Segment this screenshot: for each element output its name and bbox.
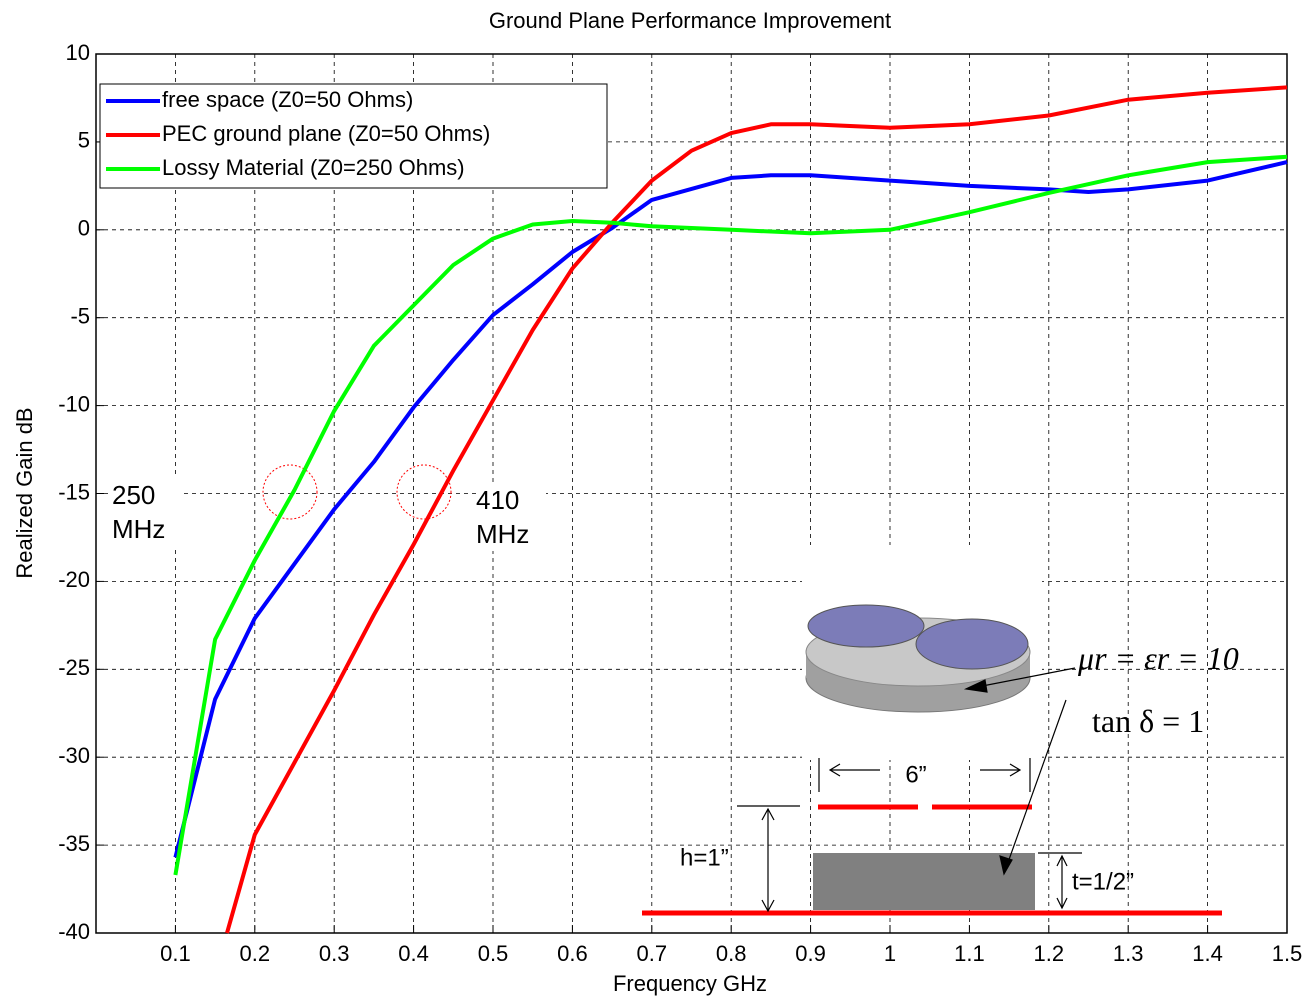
legend: free space (Z0=50 Ohms) PEC ground plane … [99,83,608,189]
x-tick-label: 0.5 [478,941,509,966]
series-line [173,154,1288,876]
chart-title: Ground Plane Performance Improvement [489,8,891,33]
patch [807,604,925,648]
y-tick-label: 10 [66,40,90,65]
legend-label: free space (Z0=50 Ohms) [162,87,413,112]
y-tick-label: -30 [58,743,90,768]
marker-circle [262,464,318,520]
legend-label: PEC ground plane (Z0=50 Ohms) [162,121,490,146]
x-tick-label: 0.3 [319,941,350,966]
x-tick-label: 1.4 [1192,941,1223,966]
annotation: h=1” [680,844,729,871]
x-tick-label: 1.3 [1113,941,1144,966]
y-axis-label: Realized Gain dB [12,407,37,578]
equation: tan δ = 1 [1092,703,1205,739]
patch [915,618,1029,670]
legend-box [99,83,608,189]
x-tick-label: 1.5 [1272,941,1303,966]
series-group [173,85,1288,934]
series-line [225,85,1288,934]
y-tick-label: -25 [58,655,90,680]
legend-label: Lossy Material (Z0=250 Ohms) [162,155,465,180]
x-tick-label: 0.9 [795,941,826,966]
x-tick-label: 0.8 [716,941,747,966]
x-axis-label: Frequency GHz [613,971,767,996]
x-tick-label: 1.1 [954,941,985,966]
y-tick-label: -5 [70,304,90,329]
inset [642,545,1222,916]
y-tick-label: -20 [58,567,90,592]
y-tick-label: -15 [58,479,90,504]
x-tick-label: 0.4 [398,941,429,966]
x-tick-label: 1 [884,941,896,966]
x-tick-label: 0.7 [637,941,668,966]
marker-circle [396,464,452,520]
dimensions [737,667,1082,913]
annotation: 6” [905,761,926,788]
material-block [813,853,1035,910]
x-tick-label: 0.2 [240,941,271,966]
y-tick-label: -10 [58,391,90,416]
x-tick-label: 0.6 [557,941,588,966]
y-tick-label: -35 [58,831,90,856]
annotation: 410 MHz [476,483,546,551]
equation: μr = εr = 10 [1078,640,1239,676]
annotation: 250 MHz [112,478,182,546]
y-tick-label: 0 [78,216,90,241]
plot-frame [95,53,1288,934]
y-tick-label: 5 [78,128,90,153]
y-tick-label: -40 [58,919,90,944]
annotation: t=1/2” [1072,868,1134,895]
x-tick-label: 0.1 [160,941,191,966]
x-tick-label: 1.2 [1034,941,1065,966]
